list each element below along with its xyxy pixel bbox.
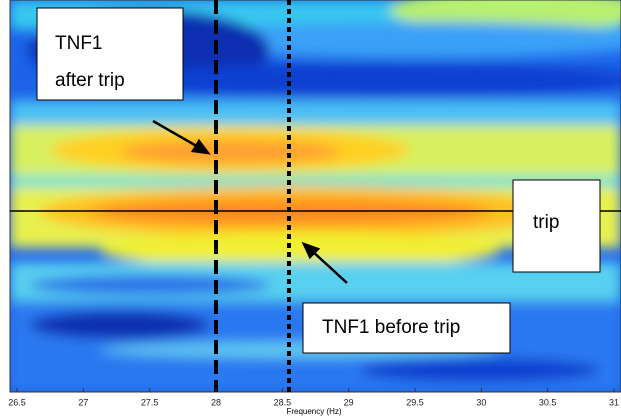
arrow: [152, 119, 201, 150]
annotation-box: [36, 7, 184, 101]
arrow: [310, 249, 348, 284]
x-tick-label: 29.5: [406, 397, 424, 407]
plot-frame: [9, 0, 621, 393]
arrow-head: [190, 138, 211, 155]
x-tick-label: 29: [344, 397, 354, 407]
annotation: after trip: [55, 70, 125, 91]
x-tick-label: 27.5: [141, 397, 159, 407]
x-tick-label: 28: [211, 397, 221, 407]
arrows: [152, 119, 348, 284]
annotation: TNF1 before trip: [322, 317, 460, 338]
x-tick-label: 30.5: [539, 397, 557, 407]
annotation-box: [302, 302, 511, 354]
x-tick-label: 30: [476, 397, 486, 407]
x-tick-label: 26.5: [8, 397, 26, 407]
x-tick-label: 31: [609, 397, 619, 407]
marks: [214, 0, 291, 392]
x-tick-label: 27: [78, 397, 88, 407]
arrow-head: [301, 241, 321, 260]
annotation-box: [512, 179, 601, 273]
x-tick-label: 28.5: [274, 397, 292, 407]
annotation: trip: [533, 212, 559, 233]
x-axis-label: Frequency (Hz): [286, 407, 341, 416]
annotation: TNF1: [55, 33, 103, 54]
